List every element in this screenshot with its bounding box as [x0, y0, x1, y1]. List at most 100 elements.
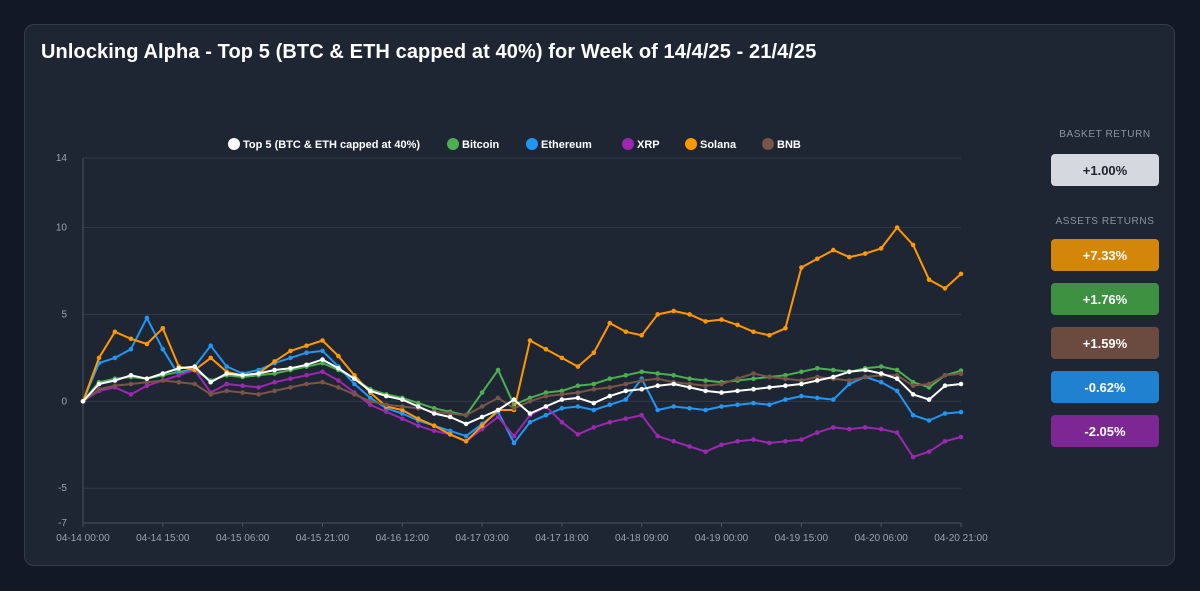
data-point: [703, 388, 708, 394]
data-point: [783, 397, 788, 402]
data-point: [559, 406, 565, 411]
legend-item[interactable]: Solana: [685, 138, 737, 151]
returns-panel: BASKET RETURN +1.00% ASSETS RETURNS +7.3…: [1051, 129, 1159, 447]
asset-return-pill: +1.76%: [1051, 283, 1159, 315]
legend-item[interactable]: Bitcoin: [447, 138, 500, 151]
data-point: [926, 449, 932, 455]
data-point: [176, 379, 182, 385]
data-point: [128, 336, 134, 342]
legend-swatch: [228, 138, 240, 150]
data-point: [192, 364, 197, 369]
series-line: [82, 358, 962, 425]
data-point: [304, 381, 309, 387]
data-point: [655, 433, 660, 439]
x-tick-label: 04-20 06:00: [854, 533, 908, 544]
data-point: [687, 406, 692, 411]
data-point: [703, 383, 708, 389]
data-point: [368, 395, 373, 401]
data-point: [671, 404, 676, 409]
data-point: [240, 373, 245, 378]
x-tick-label: 04-17 18:00: [535, 533, 589, 544]
data-point: [336, 385, 341, 390]
x-tick-label: 04-17 03:00: [455, 533, 509, 544]
asset-return-pill: +7.33%: [1051, 239, 1159, 271]
legend-item[interactable]: XRP: [622, 138, 660, 151]
data-point: [559, 419, 565, 425]
data-point: [495, 407, 501, 413]
data-point: [783, 326, 788, 331]
data-point: [735, 322, 740, 328]
legend-swatch: [447, 138, 459, 150]
data-point: [431, 428, 437, 434]
data-point: [735, 439, 740, 444]
data-point: [144, 383, 150, 389]
data-point: [495, 395, 501, 401]
data-point: [719, 404, 724, 409]
data-point: [368, 399, 373, 404]
data-point: [400, 416, 405, 422]
data-point: [655, 312, 660, 317]
x-tick-label: 04-19 00:00: [695, 533, 749, 544]
data-point: [862, 374, 868, 380]
data-point: [799, 393, 804, 399]
x-tick-label: 04-15 21:00: [296, 533, 350, 544]
data-point: [735, 388, 740, 394]
legend-item[interactable]: Ethereum: [526, 138, 592, 151]
data-point: [894, 376, 900, 382]
data-point: [623, 381, 629, 387]
data-point: [655, 383, 660, 389]
data-point: [575, 432, 581, 437]
grid-lines: [83, 157, 961, 489]
data-point: [368, 402, 373, 408]
x-tick-label: 04-20 21:00: [934, 533, 988, 544]
data-point: [208, 379, 213, 385]
y-tick-label: -7: [58, 518, 67, 529]
data-point: [272, 367, 277, 373]
data-point: [543, 404, 549, 409]
data-point: [623, 373, 629, 378]
data-point: [272, 379, 277, 385]
data-point: [288, 376, 293, 382]
data-point: [815, 378, 820, 383]
data-point: [767, 374, 772, 380]
data-point: [910, 392, 916, 397]
data-point: [511, 406, 517, 411]
data-point: [894, 367, 900, 373]
data-point: [575, 383, 581, 389]
legend-label: Solana: [700, 139, 737, 151]
data-point: [479, 390, 485, 395]
data-point: [607, 376, 613, 382]
data-point: [368, 388, 373, 394]
data-point: [623, 329, 629, 335]
data-point: [144, 376, 150, 382]
y-tick-label: 0: [61, 396, 67, 407]
data-point: [96, 386, 102, 392]
data-point: [623, 397, 629, 402]
data-point: [559, 392, 565, 397]
data-point: [639, 378, 644, 383]
legend[interactable]: Top 5 (BTC & ETH capped at 40%) Bitcoin Et…: [228, 138, 801, 151]
data-point: [256, 392, 261, 397]
legend-label: BNB: [777, 139, 801, 151]
data-point: [703, 407, 708, 413]
data-point: [591, 350, 597, 356]
data-point: [160, 346, 166, 352]
data-point: [128, 392, 134, 397]
data-point: [511, 433, 517, 439]
data-point: [671, 381, 676, 387]
data-point: [831, 367, 836, 373]
series-4: [80, 225, 964, 444]
data-point: [751, 376, 756, 382]
y-tick-label: 10: [56, 223, 68, 234]
data-point: [878, 379, 884, 385]
series-group: [80, 225, 964, 460]
x-tick-label: 04-16 12:00: [376, 533, 430, 544]
data-point: [799, 369, 804, 375]
data-point: [735, 402, 740, 408]
data-point: [479, 423, 485, 429]
legend-item[interactable]: Top 5 (BTC & ETH capped at 40%): [228, 138, 420, 151]
legend-item[interactable]: BNB: [762, 138, 801, 151]
data-point: [352, 376, 357, 382]
x-tick-label: 04-18 09:00: [615, 533, 669, 544]
data-point: [735, 376, 740, 382]
